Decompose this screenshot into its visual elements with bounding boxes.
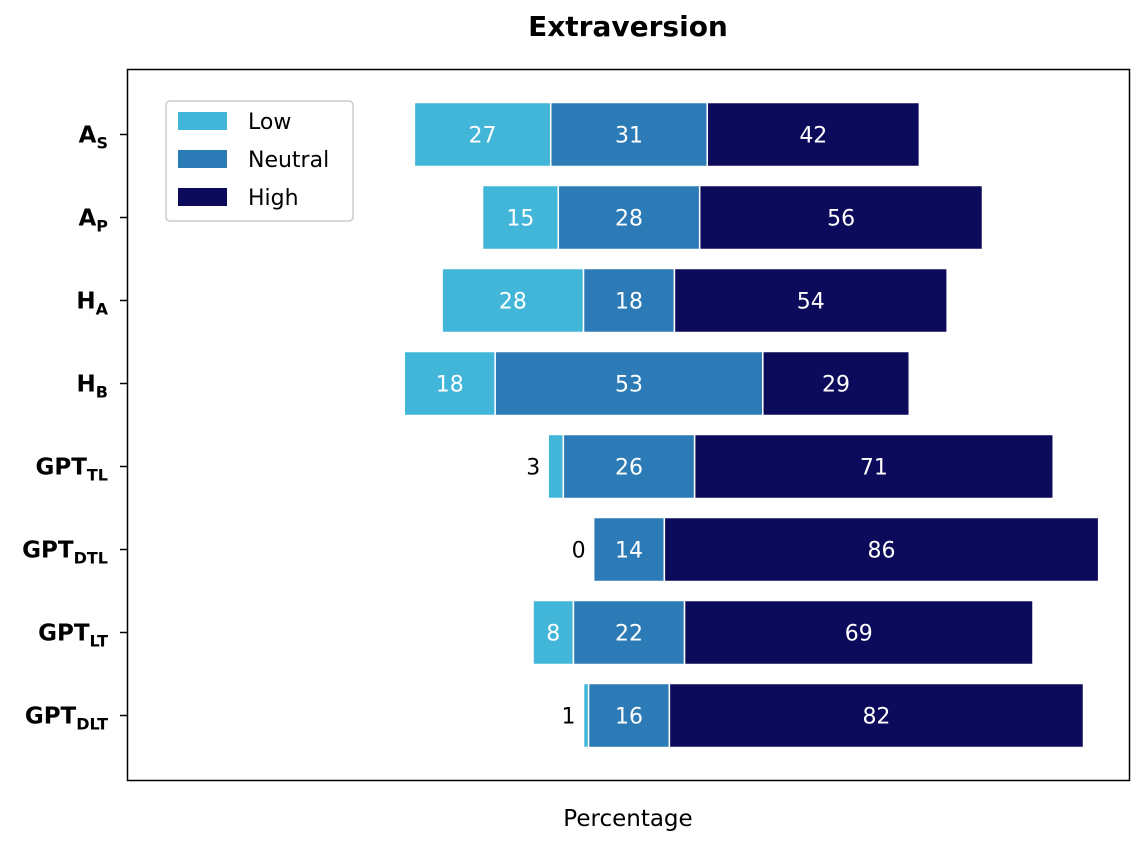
- bar-neutral: [582, 267, 676, 334]
- bar-low: [413, 101, 552, 168]
- bar-value-label-low: 0: [572, 539, 586, 564]
- bar-high: [706, 101, 921, 168]
- bar-low: [532, 599, 575, 666]
- bar-value-label-high: 56: [827, 207, 855, 232]
- bar-high: [693, 433, 1054, 500]
- bar-value-label-neutral: 31: [615, 124, 643, 149]
- x-axis-label: Percentage: [563, 806, 692, 832]
- bar-low: [403, 350, 496, 417]
- y-tick-label: GPTTL: [35, 455, 108, 485]
- legend: Low Neutral High: [165, 100, 354, 222]
- bar-value-label-low: 27: [469, 124, 497, 149]
- y-tick-label: GPTLT: [38, 621, 108, 651]
- bar-low: [481, 184, 560, 251]
- bar-value-label-high: 54: [797, 290, 825, 315]
- y-tick-label: HB: [77, 372, 108, 402]
- bar-neutral: [572, 599, 686, 666]
- bar-value-label-high: 82: [862, 705, 890, 730]
- legend-label-low: Low: [248, 110, 291, 135]
- bar-value-label-low: 18: [436, 373, 464, 398]
- bar-neutral: [557, 184, 701, 251]
- bar-value-label-high: 86: [868, 539, 896, 564]
- bar-value-label-neutral: 28: [615, 207, 643, 232]
- chart-title: Extraversion: [528, 10, 728, 43]
- y-tick-label: GPTDTL: [22, 538, 108, 568]
- y-tick-label: AP: [78, 206, 108, 236]
- bar-value-label-neutral: 53: [615, 373, 643, 398]
- legend-swatch-low: [178, 112, 227, 130]
- y-tick-label: GPTDLT: [25, 704, 108, 734]
- bar-value-label-neutral: 26: [615, 456, 643, 481]
- bar-low: [547, 433, 565, 500]
- bar-neutral: [562, 433, 696, 500]
- bar-high: [668, 682, 1085, 749]
- bar-value-label-neutral: 14: [615, 539, 643, 564]
- legend-swatch-high: [178, 188, 227, 206]
- bar-value-label-neutral: 16: [615, 705, 643, 730]
- bar-value-label-low: 3: [526, 456, 540, 481]
- legend-label-high: High: [248, 186, 299, 211]
- bar-value-label-low: 8: [546, 622, 560, 647]
- legend-label-neutral: Neutral: [248, 148, 329, 173]
- bar-value-label-high: 42: [799, 124, 827, 149]
- bar-value-label-low: 15: [506, 207, 534, 232]
- bars-group: 27 31 42 15 28 56 28 18 54 18 53 29 3 26 71 0 14 86 8 22 69 1…: [403, 101, 1100, 749]
- legend-swatch-neutral: [178, 150, 227, 168]
- bar-neutral: [494, 350, 764, 417]
- y-axis-ticks: AS AP HA HB GPTTL GPTDTL GPTLT GPTDLT: [22, 123, 128, 734]
- bar-neutral: [587, 682, 671, 749]
- y-tick-label: HA: [76, 289, 108, 319]
- bar-high: [663, 516, 1100, 583]
- bar-neutral: [549, 101, 709, 168]
- bar-value-label-neutral: 18: [615, 290, 643, 315]
- bar-value-label-neutral: 22: [615, 622, 643, 647]
- y-tick-label: AS: [79, 123, 108, 153]
- bar-low: [441, 267, 585, 334]
- bar-high: [683, 599, 1034, 666]
- bar-value-label-low: 1: [562, 705, 576, 730]
- plot-frame: [126, 68, 1131, 782]
- bar-high: [673, 267, 948, 334]
- bar-high: [762, 350, 911, 417]
- bar-value-label-high: 29: [822, 373, 850, 398]
- bar-value-label-low: 28: [499, 290, 527, 315]
- bar-neutral: [592, 516, 666, 583]
- bar-value-label-high: 71: [860, 456, 888, 481]
- bar-value-label-high: 69: [845, 622, 873, 647]
- bar-low: [582, 682, 590, 749]
- bar-high: [698, 184, 984, 251]
